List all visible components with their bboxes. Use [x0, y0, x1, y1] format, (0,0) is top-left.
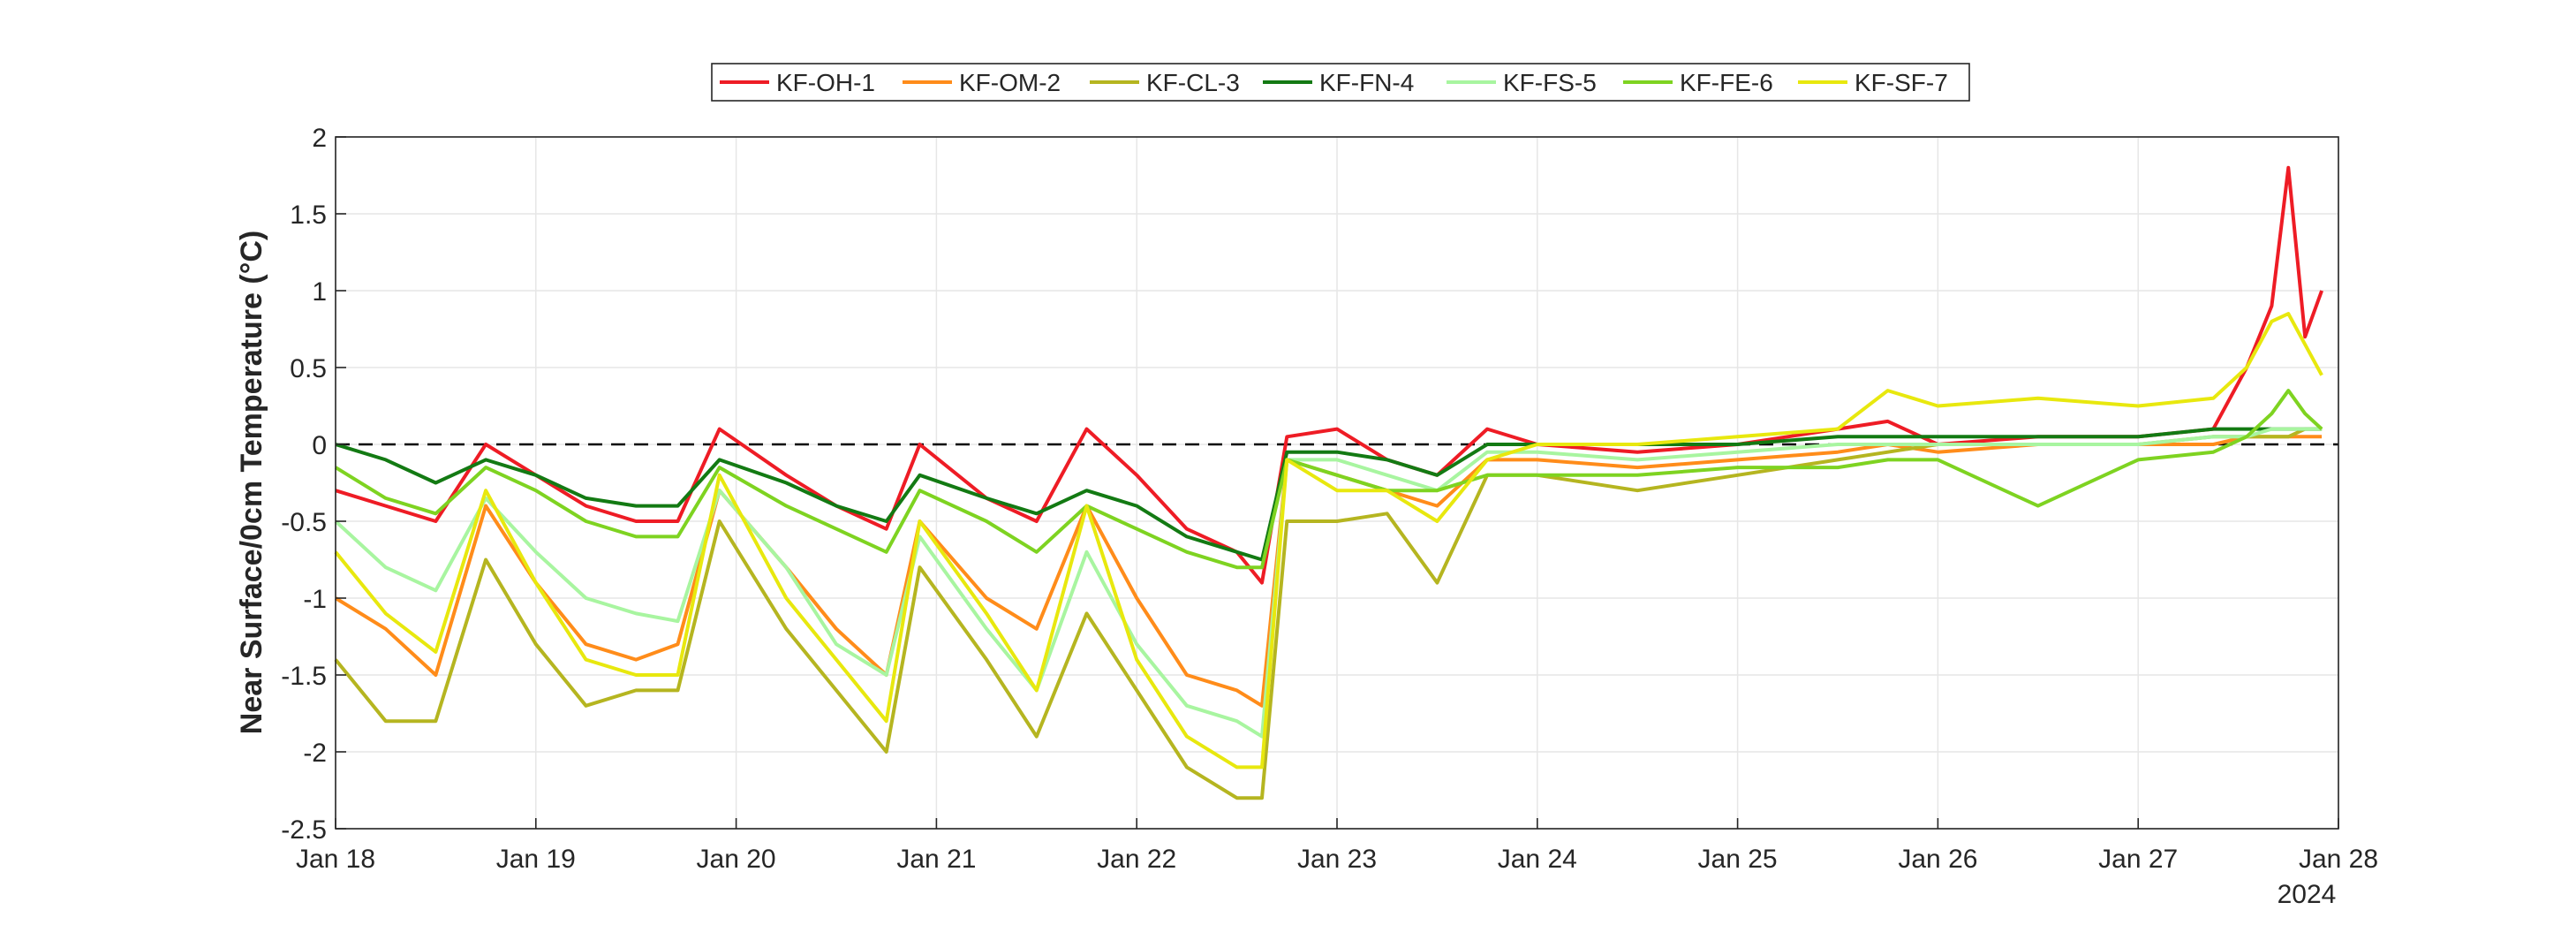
y-tick-label: 1	[312, 277, 327, 307]
x-tick-label: Jan 22	[1097, 845, 1176, 874]
legend-label: KF-OH-1	[776, 69, 875, 96]
x-tick-label: Jan 26	[1898, 845, 1977, 874]
y-tick-label: 2	[312, 124, 327, 153]
y-tick-label: 0.5	[290, 354, 327, 383]
y-tick-label: -2	[303, 739, 327, 768]
y-tick-label: -1.5	[281, 662, 327, 691]
legend-label: KF-CL-3	[1146, 69, 1240, 96]
x-tick-label: Jan 27	[2098, 845, 2178, 874]
y-axis-ticks: -2.5 -2 -1.5 -1 -0.5 0 0.5 1 1.5 2	[281, 124, 346, 845]
series-line-kf-fs-5	[334, 427, 2323, 739]
x-tick-label: Jan 20	[697, 845, 776, 874]
x-tick-label: Jan 23	[1297, 845, 1377, 874]
legend-label: KF-OM-2	[959, 69, 1061, 96]
series-line-kf-fe-6	[334, 389, 2323, 570]
x-axis-ticks: Jan 18 Jan 19 Jan 20 Jan 21 Jan 22 Jan 23 Jan …	[296, 818, 2378, 874]
y-tick-label: 0	[312, 431, 327, 460]
legend: KF-OH-1 KF-OM-2 KF-CL-3 KF-FN-4 KF-FS-5 KF-FE…	[711, 63, 1970, 102]
y-tick-label: -1	[303, 585, 327, 614]
series-lines	[334, 165, 2323, 800]
y-tick-label: -2.5	[281, 815, 327, 845]
legend-label: KF-SF-7	[1855, 69, 1948, 96]
year-label: 2024	[2278, 880, 2337, 909]
x-tick-label: Jan 21	[896, 845, 976, 874]
x-tick-label: Jan 28	[2299, 845, 2378, 874]
y-tick-label: -0.5	[281, 508, 327, 537]
x-tick-label: Jan 18	[296, 845, 375, 874]
x-tick-label: Jan 25	[1698, 845, 1778, 874]
y-tick-label: 1.5	[290, 201, 327, 230]
legend-label: KF-FN-4	[1319, 69, 1414, 96]
y-axis-title: Near Surface/0cm Temperature (°C)	[235, 231, 268, 734]
legend-label: KF-FE-6	[1680, 69, 1773, 96]
series-line-kf-sf-7	[334, 312, 2323, 770]
x-tick-label: Jan 19	[496, 845, 576, 874]
legend-label: KF-FS-5	[1503, 69, 1597, 96]
x-tick-label: Jan 24	[1498, 845, 1577, 874]
